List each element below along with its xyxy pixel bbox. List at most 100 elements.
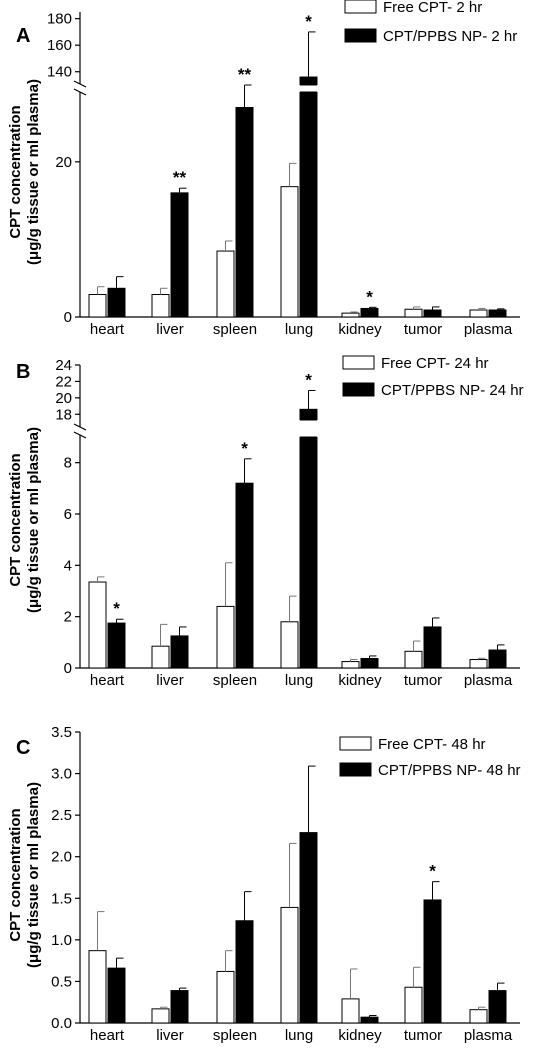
- panel-a-significance-marker: **: [238, 65, 252, 84]
- panel-b-axis-break-mark: [73, 431, 87, 439]
- panel-b-y-tick-label: 24: [55, 357, 72, 374]
- panel-a-bar-np-kidney: [360, 307, 379, 318]
- panel-c-legend-label-free: Free CPT- 48 hr: [378, 736, 486, 753]
- panel-b-y-axis-title-line2: (μg/g tissue or ml plasma): [25, 427, 42, 613]
- panel-b-x-tick-label: lung: [285, 672, 313, 689]
- panel-b-significance-marker: *: [241, 439, 248, 458]
- panel-b-letter: B: [16, 361, 30, 383]
- panel-a-x-tick-label: plasma: [464, 321, 513, 338]
- panel-a-y-tick-label: 180: [47, 11, 72, 28]
- panel-b-bar-np-kidney: [360, 658, 379, 669]
- panel-b-y-axis-title: CPT concentration (μg/g tissue or ml plas…: [7, 427, 42, 613]
- panel-a-x-tick-label: kidney: [338, 321, 382, 338]
- panel-c-bar-free-spleen: [216, 970, 235, 1024]
- panel-b-bar-break-gap: [299, 420, 318, 437]
- panel-b-x-tick-label: tumor: [404, 672, 442, 689]
- panel-a-bar-free-spleen: [216, 250, 235, 318]
- panel-c-bar-np-heart: [107, 967, 126, 1024]
- panel-a-x-tick-label: heart: [90, 321, 125, 338]
- panel-b-bar-free-heart: [88, 581, 107, 669]
- panel-a-legend-label-free: Free CPT- 2 hr: [383, 0, 482, 16]
- panel-a-x-tick-label: lung: [285, 321, 313, 338]
- panel-a-bar-free-kidney: [341, 312, 360, 318]
- panel-b-bar-free-spleen: [216, 605, 235, 669]
- panel-a-bar-free-plasma: [469, 309, 488, 318]
- panel-c-y-axis-title: CPT concentration (μg/g tissue or ml plas…: [7, 782, 42, 968]
- panel-b-bar-free-tumor: [404, 650, 423, 669]
- panel-a-axis-break-mark: [73, 88, 87, 96]
- panel-a-y-axis-title-line1: CPT concentration: [7, 105, 24, 238]
- panel-b-bar-free-liver: [151, 645, 170, 669]
- panel-c-x-tick-label: kidney: [338, 1027, 382, 1044]
- panel-b-y-tick-label: 20: [55, 390, 72, 407]
- panel-a-bar-free-lung: [280, 186, 299, 318]
- panel-a-letter: A: [16, 25, 30, 47]
- panel-c-bar-np-kidney: [360, 1016, 379, 1024]
- panel-a-legend-swatch-np: [344, 28, 377, 43]
- panel-c-x-tick-label: plasma: [464, 1027, 513, 1044]
- panel-a-significance-marker: **: [173, 168, 187, 187]
- panel-b-y-tick-label: 0: [64, 660, 72, 677]
- panel-b-bar-np-liver: [170, 635, 189, 669]
- panel-a-significance-marker: *: [305, 12, 312, 31]
- panel-b-x-tick-label: spleen: [213, 672, 257, 689]
- panel-a-bar-np-plasma: [488, 309, 507, 318]
- panel-c-bar-np-plasma: [488, 990, 507, 1024]
- panel-b-y-tick-label: 2: [64, 609, 72, 626]
- panel-c-legend-label-np: CPT/PPBS NP- 48 hr: [378, 762, 521, 779]
- panel-a-bar-free-tumor: [404, 308, 423, 318]
- panel-a-bar-np-lung: [299, 76, 318, 318]
- panel-c-y-tick-label: 3.5: [51, 724, 72, 741]
- panel-c-x-tick-label: heart: [90, 1027, 125, 1044]
- panel-c-bar-free-lung: [280, 906, 299, 1024]
- panel-c-y-axis-title-line1: CPT concentration: [7, 808, 24, 941]
- panel-c-y-tick-label: 2.0: [51, 849, 72, 866]
- panel-a-bar-np-heart: [107, 287, 126, 318]
- panel-c-bar-free-plasma: [469, 1009, 488, 1024]
- panel-a-bar-free-heart: [88, 294, 107, 318]
- panel-a-y-tick-label: 160: [47, 37, 72, 54]
- panel-a-y-tick-label: 140: [47, 64, 72, 81]
- panel-c-bar-np-lung: [299, 832, 318, 1024]
- panel-c-bar-np-spleen: [235, 920, 254, 1024]
- panel-c-y-tick-label: 1.0: [51, 932, 72, 949]
- panel-b-bar-free-kidney: [341, 661, 360, 669]
- panel-c-bar-free-heart: [88, 950, 107, 1024]
- panel-a-bar-free-liver: [151, 294, 170, 318]
- panel-c-y-tick-label: 3.0: [51, 766, 72, 783]
- panel-a-y-tick-label: 20: [55, 154, 72, 171]
- panel-b-y-tick-label: 18: [55, 406, 72, 423]
- panel-a-legend-swatch-free: [344, 0, 377, 14]
- panel-c-bar-free-kidney: [341, 998, 360, 1024]
- panel-c-y-tick-label: 1.5: [51, 890, 72, 907]
- panel-b-x-tick-label: plasma: [464, 672, 513, 689]
- panel-c-legend-swatch-np: [339, 762, 372, 777]
- panel-a-axis-break-mark: [73, 80, 87, 88]
- panel-c-y-tick-label: 0.5: [51, 973, 72, 990]
- panel-b-bar-np-lung: [299, 408, 318, 669]
- panel-c-y-tick-label: 2.5: [51, 807, 72, 824]
- panel-c-legend-swatch-free: [339, 736, 372, 751]
- panel-c-letter: C: [16, 737, 30, 759]
- panel-a-y-tick-label: 0: [64, 309, 72, 326]
- panel-a-legend-label-np: CPT/PPBS NP- 2 hr: [383, 28, 517, 45]
- panel-b-bar-free-lung: [280, 621, 299, 669]
- panel-c-x-tick-label: tumor: [404, 1027, 442, 1044]
- panel-a-x-tick-label: tumor: [404, 321, 442, 338]
- panel-c-bar-free-liver: [151, 1008, 170, 1024]
- panel-b-bar-np-plasma: [488, 649, 507, 669]
- panel-c-y-axis-title-line2: (μg/g tissue or ml plasma): [25, 782, 42, 968]
- panel-a-y-axis-title-line2: (μg/g tissue or ml plasma): [25, 79, 42, 265]
- panel-b-bar-free-plasma: [469, 659, 488, 669]
- panel-c-x-tick-label: lung: [285, 1027, 313, 1044]
- panel-b-legend-swatch-free: [342, 355, 375, 370]
- panel-b-bar-np-spleen: [235, 482, 254, 669]
- panel-b-axis-break-mark: [73, 423, 87, 431]
- panel-b-significance-marker: *: [113, 599, 120, 618]
- panel-b-legend-swatch-np: [342, 382, 375, 397]
- panel-c-significance-marker: *: [429, 862, 436, 881]
- panel-b-legend-label-free: Free CPT- 24 hr: [381, 355, 489, 372]
- panel-a-bar-np-spleen: [235, 107, 254, 318]
- panel-b-y-axis-title-line1: CPT concentration: [7, 453, 24, 586]
